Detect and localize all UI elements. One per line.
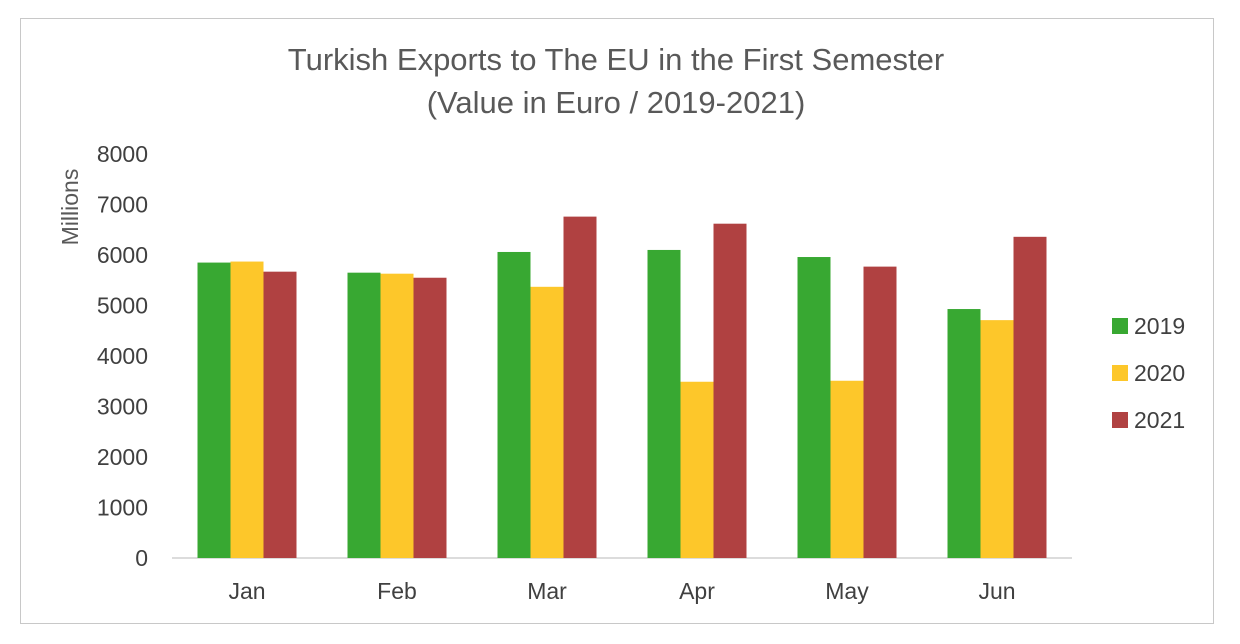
y-tick-label: 6000	[97, 242, 148, 268]
chart-title: Turkish Exports to The EU in the First S…	[288, 42, 944, 77]
x-tick-label: Jun	[978, 578, 1015, 604]
bar-2019-may	[797, 257, 831, 558]
x-tick-label: May	[825, 578, 869, 604]
x-axis-ticks: Jan Feb Mar Apr May Jun	[228, 578, 1015, 604]
bar-2019-feb	[347, 272, 381, 558]
bar-2021-may	[863, 266, 897, 558]
y-tick-label: 5000	[97, 293, 148, 319]
y-axis-ticks: 0 1000 2000 3000 4000 5000 6000 7000 8000	[97, 141, 148, 571]
chart-subtitle: (Value in Euro / 2019-2021)	[427, 85, 806, 120]
y-tick-label: 1000	[97, 495, 148, 521]
y-tick-label: 4000	[97, 343, 148, 369]
bar-2021-jun	[1013, 236, 1047, 558]
y-tick-label: 8000	[97, 141, 148, 167]
bar-2020-apr	[680, 381, 714, 558]
legend-swatch-2019	[1112, 318, 1128, 334]
bar-2019-jun	[947, 309, 981, 558]
bar-2021-jan	[263, 271, 297, 558]
legend-swatch-2020	[1112, 365, 1128, 381]
bar-2020-jun	[980, 320, 1014, 558]
legend-swatch-2021	[1112, 412, 1128, 428]
legend-label-2019: 2019	[1134, 313, 1185, 339]
legend: 2019 2020 2021	[1112, 313, 1185, 433]
bar-2020-jan	[230, 261, 264, 558]
bar-2019-mar	[497, 251, 531, 558]
bar-2020-feb	[380, 273, 414, 558]
x-tick-label: Jan	[228, 578, 265, 604]
x-tick-label: Apr	[679, 578, 715, 604]
bar-2019-apr	[647, 249, 681, 558]
x-tick-label: Mar	[527, 578, 567, 604]
bar-2019-jan	[197, 262, 231, 558]
y-tick-label: 2000	[97, 444, 148, 470]
legend-label-2021: 2021	[1134, 407, 1185, 433]
y-tick-label: 3000	[97, 394, 148, 420]
bars-group	[197, 216, 1047, 558]
bar-2021-apr	[713, 223, 747, 558]
legend-label-2020: 2020	[1134, 360, 1185, 386]
bar-2021-feb	[413, 277, 447, 558]
y-tick-label: 7000	[97, 192, 148, 218]
y-axis-title: Millions	[57, 169, 83, 246]
bar-2021-mar	[563, 216, 597, 558]
bar-2020-mar	[530, 286, 564, 558]
y-tick-label: 0	[135, 545, 148, 571]
bar-2020-may	[830, 380, 864, 558]
x-tick-label: Feb	[377, 578, 417, 604]
